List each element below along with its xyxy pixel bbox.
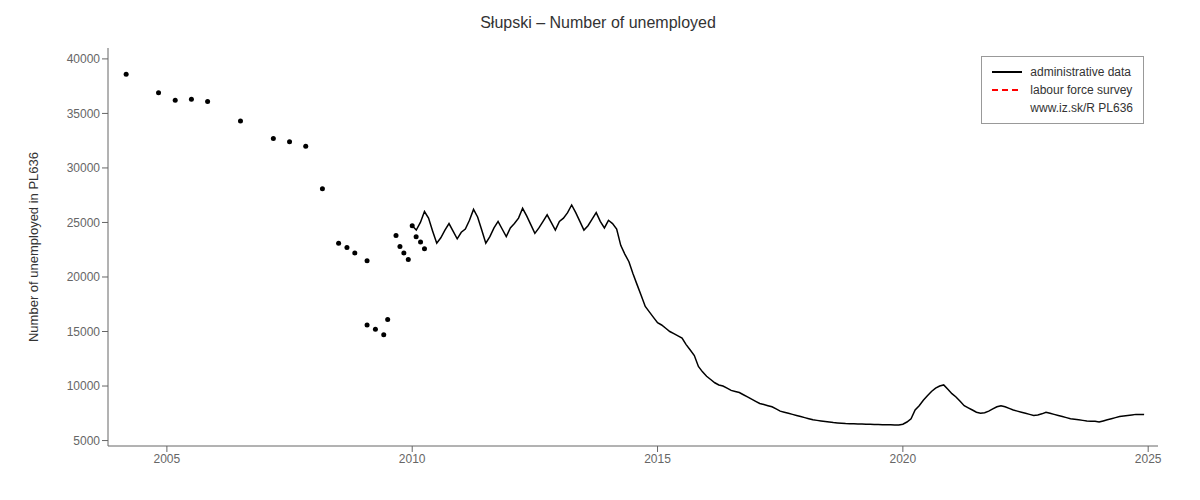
svg-text:2005: 2005 [154, 452, 181, 466]
html-text:administrative data: administrative data [1030, 65, 1131, 79]
svg-text:2025: 2025 [1135, 452, 1162, 466]
svg-text:30000: 30000 [67, 161, 101, 175]
svg-text:2010: 2010 [399, 452, 426, 466]
svg-text:Number of unemployed in PL636: Number of unemployed in PL636 [26, 152, 41, 342]
html-text:labour force survey: labour force survey [1030, 83, 1133, 97]
svg-text:25000: 25000 [67, 216, 101, 230]
svg-text:15000: 15000 [67, 325, 101, 339]
svg-text:10000: 10000 [67, 379, 101, 393]
svg-text:40000: 40000 [67, 52, 101, 66]
svg-text:20000: 20000 [67, 270, 101, 284]
html-text:Słupski – Number of unemployed: Słupski – Number of unemployed [480, 14, 716, 31]
svg-text:2020: 2020 [890, 452, 917, 466]
svg-text:35000: 35000 [67, 107, 101, 121]
html-text:www.iz.sk/R PL636: www.iz.sk/R PL636 [1030, 101, 1133, 115]
svg-text:5000: 5000 [73, 434, 100, 448]
svg-text:2015: 2015 [644, 452, 671, 466]
